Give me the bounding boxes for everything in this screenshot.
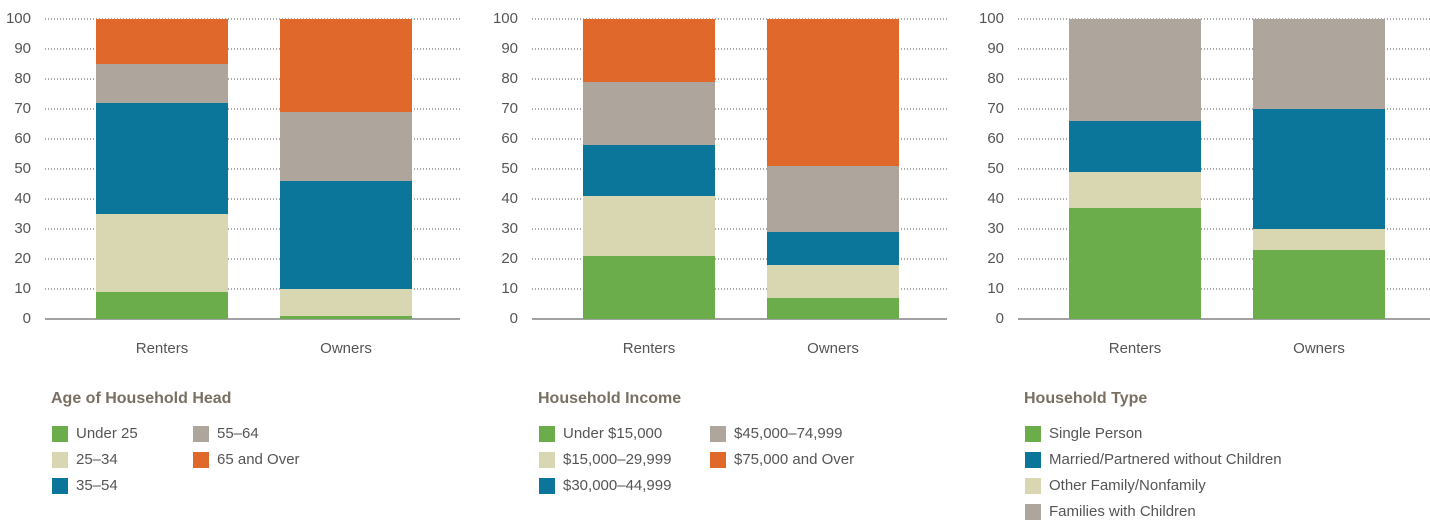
legend-swatch <box>539 426 555 442</box>
bar-segment <box>1069 172 1201 208</box>
y-tick-label: 40 <box>987 190 1004 207</box>
y-tick-label: 30 <box>987 220 1004 237</box>
legend-swatch <box>52 452 68 468</box>
bar-segment <box>96 214 228 292</box>
y-tick-label: 60 <box>501 130 518 147</box>
legend-swatch <box>1025 478 1041 494</box>
legend-label: $30,000–44,999 <box>563 477 671 494</box>
x-tick-label: Renters <box>623 340 676 357</box>
y-tick-label: 70 <box>14 100 31 117</box>
y-tick-label: 10 <box>14 280 31 297</box>
x-tick-label: Renters <box>136 340 189 357</box>
y-tick-label: 60 <box>14 130 31 147</box>
bar-segment <box>767 298 899 319</box>
y-tick-label: 60 <box>987 130 1004 147</box>
legend-label: $45,000–74,999 <box>734 425 842 442</box>
y-tick-label: 0 <box>23 310 31 327</box>
legend-swatch <box>539 478 555 494</box>
legend-label: 55–64 <box>217 425 259 442</box>
y-tick-label: 20 <box>14 250 31 267</box>
legend-swatch <box>193 426 209 442</box>
y-tick-label: 20 <box>987 250 1004 267</box>
bar-segment <box>280 112 412 181</box>
bar-segment <box>1253 109 1385 229</box>
bar-segment <box>767 19 899 166</box>
bar-segment <box>96 292 228 319</box>
legend-label: $75,000 and Over <box>734 451 854 468</box>
bar-segment <box>280 181 412 289</box>
bar-segment <box>583 196 715 256</box>
legend-swatch <box>539 452 555 468</box>
legend-swatch <box>52 478 68 494</box>
y-tick-label: 40 <box>501 190 518 207</box>
bar-segment <box>1069 121 1201 172</box>
y-tick-label: 80 <box>14 70 31 87</box>
bar-segment <box>1253 229 1385 250</box>
bar-segment <box>1069 19 1201 121</box>
x-tick-label: Owners <box>1293 340 1345 357</box>
legend-label: Under $15,000 <box>563 425 662 442</box>
y-tick-label: 50 <box>987 160 1004 177</box>
legend-title: Age of Household Head <box>51 390 231 407</box>
y-tick-label: 0 <box>996 310 1004 327</box>
x-tick-label: Owners <box>320 340 372 357</box>
legend-label: Other Family/Nonfamily <box>1049 477 1206 494</box>
legend-label: Married/Partnered without Children <box>1049 451 1282 468</box>
y-tick-label: 50 <box>14 160 31 177</box>
legend-swatch <box>193 452 209 468</box>
bar-segment <box>1253 250 1385 319</box>
y-tick-label: 0 <box>510 310 518 327</box>
x-tick-label: Owners <box>807 340 859 357</box>
legend-label: 25–34 <box>76 451 118 468</box>
legend-label: 35–54 <box>76 477 118 494</box>
legend-swatch <box>710 426 726 442</box>
bar-segment <box>96 64 228 103</box>
bar-segment <box>583 256 715 319</box>
bar-segment <box>767 265 899 298</box>
legend-title: Household Type <box>1024 390 1147 407</box>
legend-label: $15,000–29,999 <box>563 451 671 468</box>
x-tick-label: Renters <box>1109 340 1162 357</box>
bar-segment <box>96 103 228 214</box>
y-tick-label: 50 <box>501 160 518 177</box>
bar-segment <box>280 289 412 316</box>
bar-segment <box>583 82 715 145</box>
legend-label: Families with Children <box>1049 503 1196 520</box>
y-tick-label: 100 <box>6 10 31 27</box>
bar-segment <box>767 232 899 265</box>
y-tick-label: 80 <box>987 70 1004 87</box>
y-tick-label: 40 <box>14 190 31 207</box>
bar-segment <box>280 316 412 319</box>
bar-segment <box>1253 19 1385 109</box>
bar-segment <box>767 166 899 232</box>
y-tick-label: 10 <box>501 280 518 297</box>
bar-segment <box>583 19 715 82</box>
bar-segment <box>280 19 412 112</box>
legend-swatch <box>52 426 68 442</box>
y-tick-label: 80 <box>501 70 518 87</box>
y-tick-label: 30 <box>14 220 31 237</box>
legend-swatch <box>710 452 726 468</box>
y-tick-label: 90 <box>14 40 31 57</box>
y-tick-label: 10 <box>987 280 1004 297</box>
bar-segment <box>583 145 715 196</box>
legend-swatch <box>1025 504 1041 520</box>
y-tick-label: 70 <box>501 100 518 117</box>
y-tick-label: 90 <box>501 40 518 57</box>
legend-label: 65 and Over <box>217 451 300 468</box>
y-tick-label: 30 <box>501 220 518 237</box>
y-tick-label: 90 <box>987 40 1004 57</box>
legend-swatch <box>1025 452 1041 468</box>
y-tick-label: 100 <box>493 10 518 27</box>
bar-segment <box>96 19 228 64</box>
legend-label: Under 25 <box>76 425 138 442</box>
bar-segment <box>1069 208 1201 319</box>
legend-title: Household Income <box>538 390 681 407</box>
legend-label: Single Person <box>1049 425 1142 442</box>
y-tick-label: 20 <box>501 250 518 267</box>
y-tick-label: 100 <box>979 10 1004 27</box>
y-tick-label: 70 <box>987 100 1004 117</box>
legend-swatch <box>1025 426 1041 442</box>
